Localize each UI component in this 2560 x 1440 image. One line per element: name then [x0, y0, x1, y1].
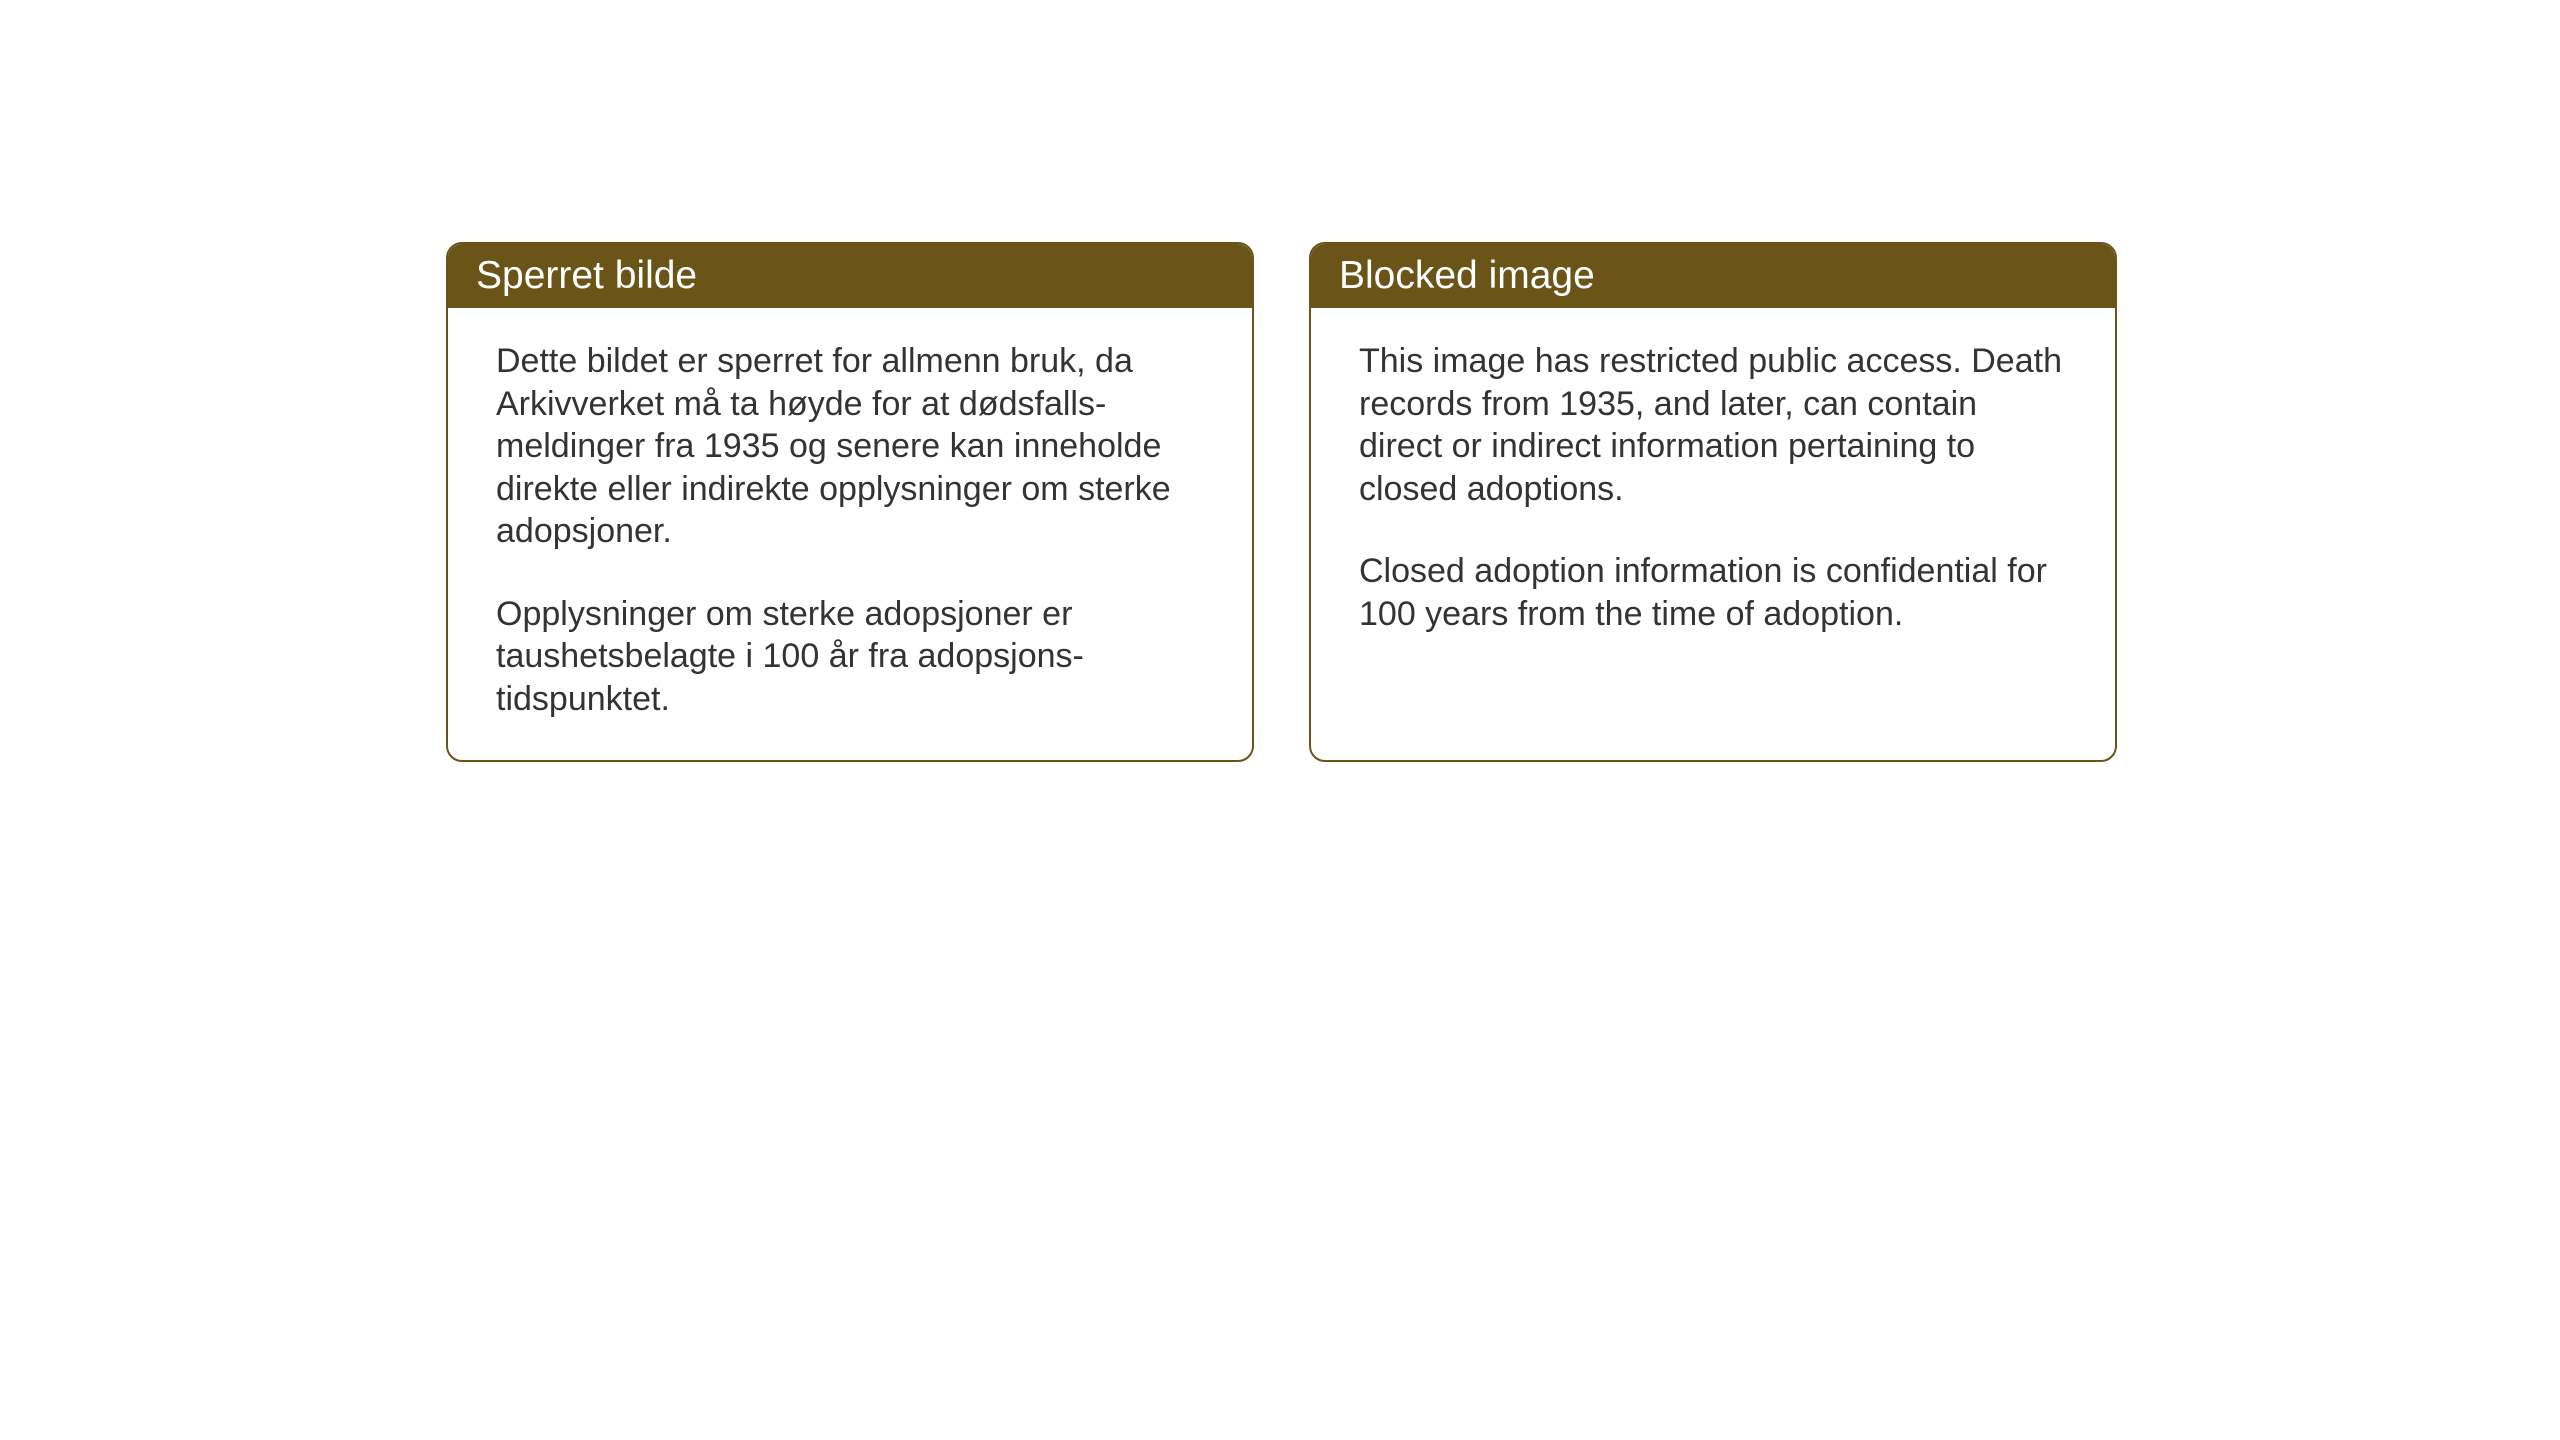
notice-card-english: Blocked image This image has restricted … [1309, 242, 2117, 762]
notice-header-english: Blocked image [1311, 244, 2115, 308]
notice-body-english: This image has restricted public access.… [1311, 308, 2115, 675]
notice-body-norwegian: Dette bildet er sperret for allmenn bruk… [448, 308, 1252, 760]
notice-paragraph: This image has restricted public access.… [1359, 340, 2067, 510]
notice-card-norwegian: Sperret bilde Dette bildet er sperret fo… [446, 242, 1254, 762]
notice-paragraph: Dette bildet er sperret for allmenn bruk… [496, 340, 1204, 553]
notice-container: Sperret bilde Dette bildet er sperret fo… [446, 242, 2117, 762]
notice-paragraph: Opplysninger om sterke adopsjoner er tau… [496, 593, 1204, 721]
notice-paragraph: Closed adoption information is confident… [1359, 550, 2067, 635]
notice-header-norwegian: Sperret bilde [448, 244, 1252, 308]
